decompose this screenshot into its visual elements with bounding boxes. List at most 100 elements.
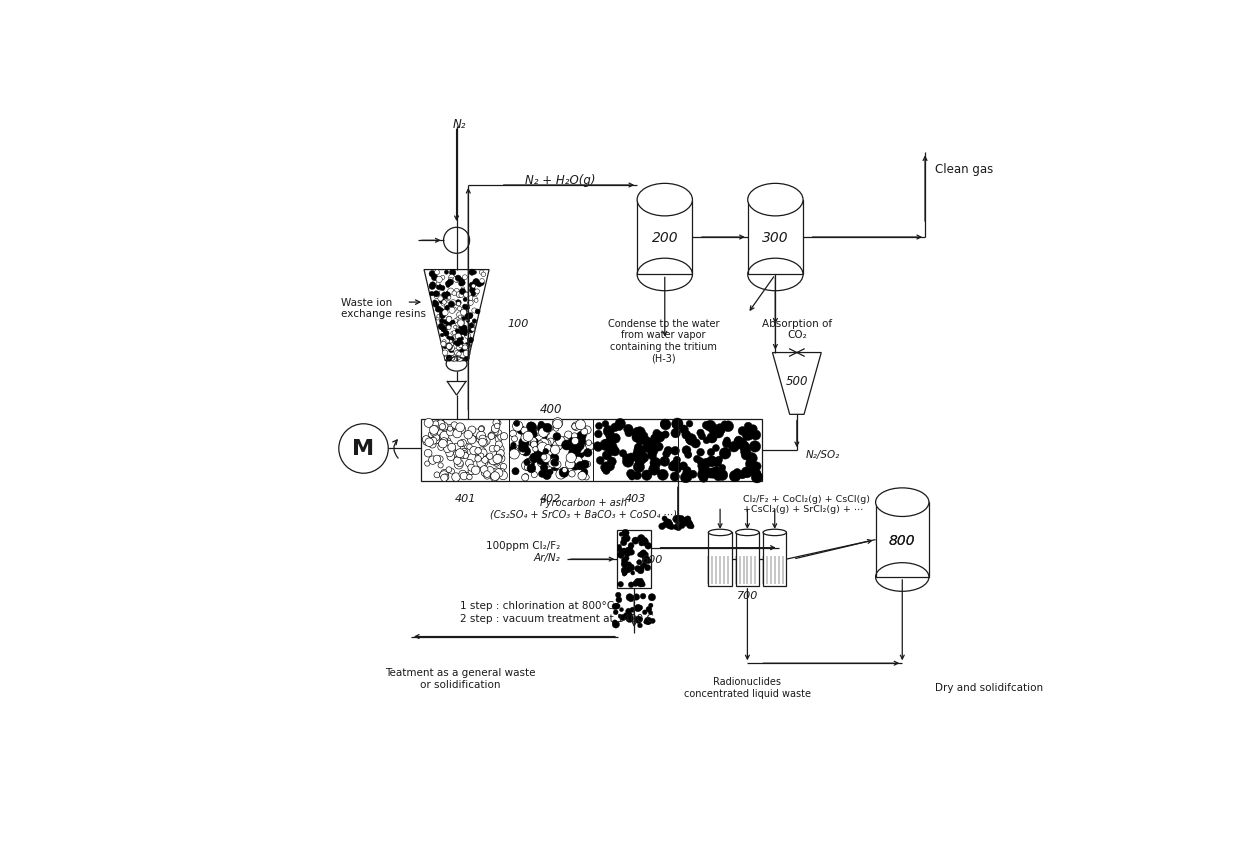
Circle shape — [446, 344, 453, 350]
Circle shape — [439, 311, 445, 316]
Circle shape — [645, 617, 652, 625]
Circle shape — [440, 438, 448, 445]
Circle shape — [480, 271, 484, 275]
Circle shape — [428, 432, 434, 438]
Circle shape — [424, 462, 430, 467]
Circle shape — [453, 430, 461, 438]
Circle shape — [671, 447, 680, 456]
Circle shape — [671, 429, 681, 438]
Circle shape — [743, 430, 754, 441]
Circle shape — [637, 580, 645, 587]
Circle shape — [742, 468, 753, 479]
Circle shape — [459, 322, 463, 326]
Circle shape — [688, 522, 693, 528]
Circle shape — [719, 465, 725, 472]
Circle shape — [686, 436, 693, 444]
Circle shape — [433, 291, 439, 297]
Circle shape — [446, 429, 454, 436]
Circle shape — [706, 468, 715, 479]
Circle shape — [477, 447, 486, 455]
Circle shape — [681, 522, 686, 527]
Circle shape — [470, 288, 476, 294]
Circle shape — [538, 460, 544, 467]
Circle shape — [626, 609, 631, 614]
Circle shape — [673, 525, 680, 530]
Circle shape — [580, 430, 587, 437]
Circle shape — [635, 454, 646, 466]
Circle shape — [454, 341, 458, 345]
Circle shape — [675, 524, 682, 531]
Circle shape — [436, 420, 445, 429]
Circle shape — [682, 446, 691, 455]
Circle shape — [714, 472, 723, 481]
Circle shape — [585, 462, 590, 468]
Bar — [763, 533, 786, 586]
Circle shape — [584, 449, 591, 457]
Circle shape — [439, 424, 445, 430]
Circle shape — [645, 619, 651, 625]
Circle shape — [636, 452, 644, 458]
Circle shape — [510, 447, 518, 457]
Circle shape — [698, 433, 706, 441]
Circle shape — [680, 463, 687, 471]
Circle shape — [618, 582, 624, 587]
Circle shape — [653, 432, 665, 443]
Circle shape — [683, 469, 691, 478]
Circle shape — [686, 520, 692, 527]
Text: Cl₂/F₂ + CoCl₂(g) + CsCl(g)
+CsCl₂(g) + SrCl₂(g) + ⋯: Cl₂/F₂ + CoCl₂(g) + CsCl(g) +CsCl₂(g) + … — [743, 495, 869, 514]
Circle shape — [575, 463, 583, 469]
Circle shape — [467, 468, 475, 475]
Circle shape — [440, 286, 445, 291]
Circle shape — [459, 348, 465, 354]
Circle shape — [464, 444, 470, 449]
Circle shape — [444, 446, 451, 453]
Circle shape — [481, 469, 490, 477]
Circle shape — [637, 535, 645, 543]
Circle shape — [455, 300, 461, 306]
Circle shape — [712, 458, 722, 468]
Circle shape — [722, 421, 728, 428]
Circle shape — [577, 446, 585, 456]
Circle shape — [522, 461, 532, 471]
Circle shape — [698, 467, 706, 473]
Circle shape — [461, 347, 465, 350]
Circle shape — [672, 419, 683, 430]
Circle shape — [626, 613, 632, 619]
Circle shape — [698, 460, 709, 472]
Circle shape — [449, 469, 455, 474]
Circle shape — [443, 294, 449, 300]
Circle shape — [632, 581, 639, 587]
Circle shape — [608, 435, 618, 444]
Circle shape — [463, 275, 467, 280]
Circle shape — [441, 343, 446, 348]
Circle shape — [562, 468, 567, 473]
Circle shape — [620, 614, 626, 621]
Circle shape — [626, 594, 634, 601]
Circle shape — [613, 603, 619, 610]
Circle shape — [435, 306, 441, 313]
Circle shape — [430, 430, 438, 436]
Circle shape — [444, 306, 449, 311]
Circle shape — [627, 564, 635, 572]
Circle shape — [460, 281, 465, 286]
Circle shape — [637, 567, 644, 574]
Text: Radionuclides
concentrated liquid waste: Radionuclides concentrated liquid waste — [684, 677, 811, 698]
Circle shape — [497, 450, 505, 457]
Circle shape — [495, 436, 502, 443]
Circle shape — [665, 447, 672, 455]
Circle shape — [461, 317, 466, 321]
Circle shape — [496, 452, 502, 458]
Circle shape — [489, 433, 495, 440]
Circle shape — [475, 310, 480, 315]
Circle shape — [510, 446, 516, 452]
Circle shape — [449, 340, 453, 344]
Circle shape — [494, 446, 500, 452]
Circle shape — [459, 348, 464, 353]
Circle shape — [673, 463, 681, 470]
Circle shape — [460, 453, 466, 459]
Text: 800: 800 — [889, 533, 915, 547]
Circle shape — [465, 333, 470, 339]
Circle shape — [446, 425, 454, 433]
Circle shape — [568, 444, 574, 452]
Circle shape — [429, 271, 435, 278]
